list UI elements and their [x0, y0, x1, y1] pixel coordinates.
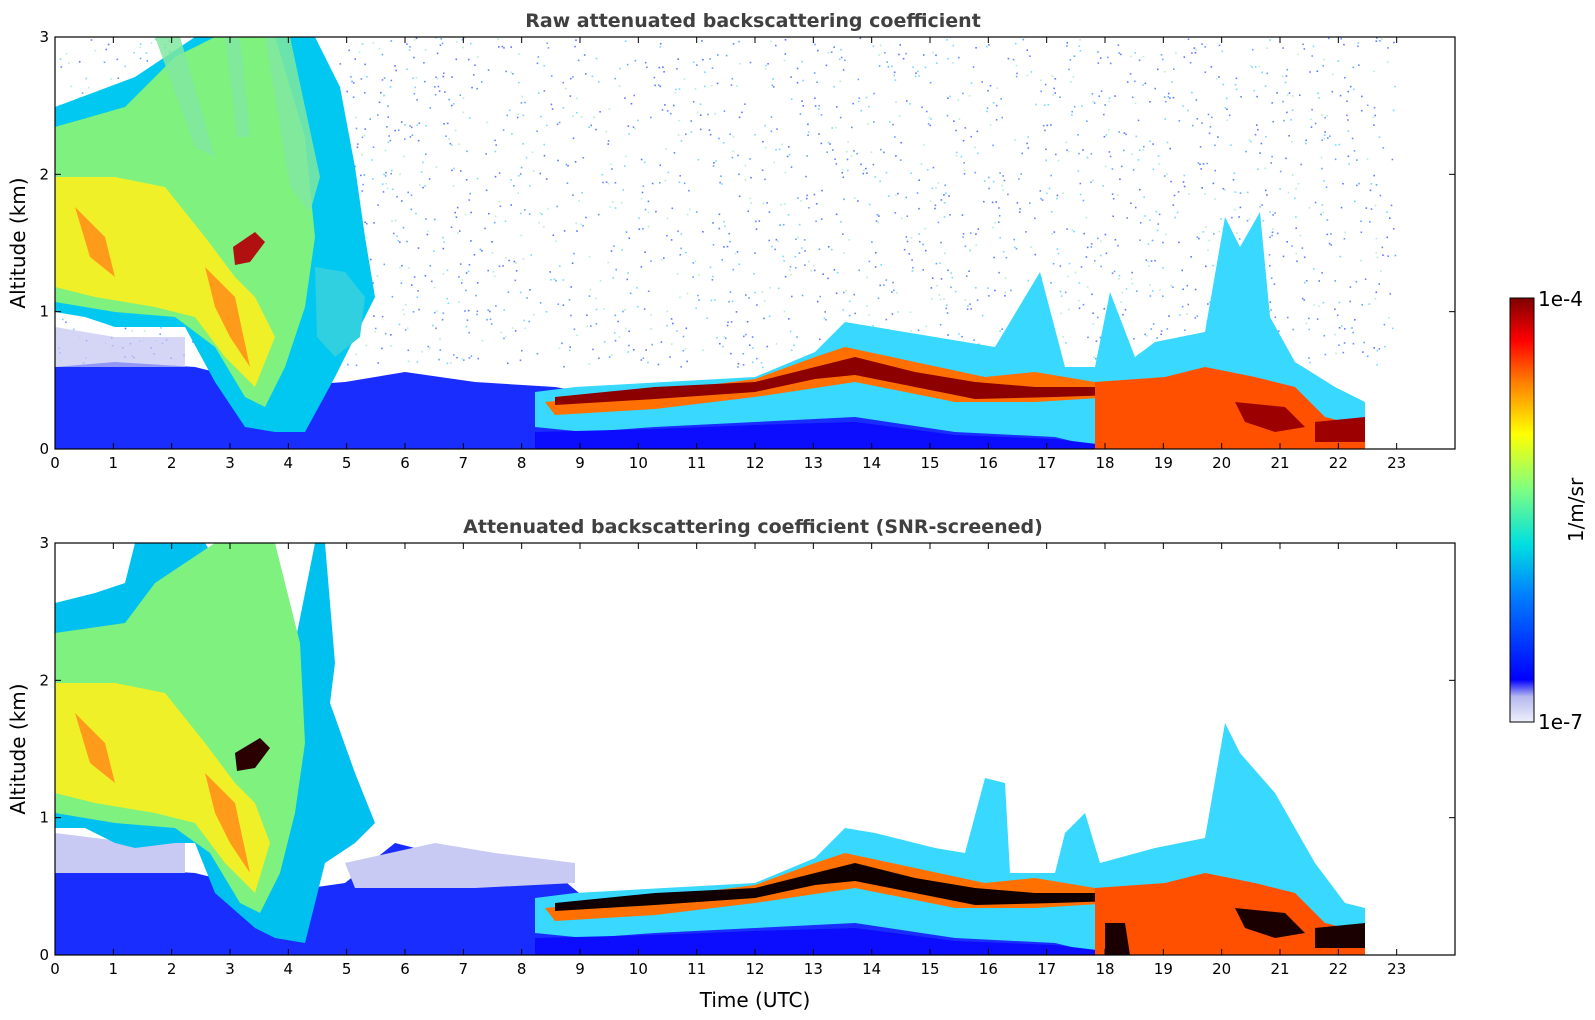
- raw-plume-upper-streaks: [155, 37, 320, 212]
- p1-x-tick-label: 12: [745, 454, 764, 472]
- p1-y-tick-label: 3: [39, 28, 49, 46]
- raw-aerosol-plume-yellow: [55, 177, 275, 387]
- colorbar-min-label: 1e-7: [1538, 710, 1583, 734]
- p2-x-tick-label: 2: [167, 960, 177, 978]
- p2-x-tick-label: 12: [745, 960, 764, 978]
- p1-y-tick-label: 0: [39, 440, 49, 458]
- p1-x-tick-label: 16: [979, 454, 998, 472]
- p1-x-tick-label: 1: [109, 454, 119, 472]
- panel-screened-xlabel: Time (UTC): [699, 988, 811, 1012]
- panel-screened-plot-area: [54, 542, 1456, 956]
- panel-raw: Raw attenuated backscattering coefficien…: [6, 10, 1456, 472]
- p2-x-tick-label: 7: [459, 960, 469, 978]
- p1-x-tick-label: 7: [459, 454, 469, 472]
- p2-x-tick-label: 6: [400, 960, 410, 978]
- p2-y-tick-label: 3: [39, 534, 49, 552]
- p2-y-tick-label: 2: [39, 671, 49, 689]
- raw-plume-right-blob: [315, 267, 365, 357]
- colorbar-max-label: 1e-4: [1538, 287, 1583, 311]
- colorbar: 1e-4 1e-7 1/m/sr: [1509, 287, 1588, 734]
- p1-x-tick-label: 0: [50, 454, 60, 472]
- screened-aerosol-plume-yellow: [55, 683, 270, 893]
- colorbar-label: 1/m/sr: [1564, 477, 1588, 542]
- p2-x-tick-label: 20: [1212, 960, 1231, 978]
- p2-x-tick-label: 15: [920, 960, 939, 978]
- p2-x-tick-label: 14: [862, 960, 881, 978]
- screened-boundary-layer-top: [535, 928, 1105, 955]
- p1-x-tick-label: 6: [400, 454, 410, 472]
- screened-lavender-low-snr: [55, 833, 575, 888]
- p2-x-tick-label: 19: [1154, 960, 1173, 978]
- screened-elevated-dark-feature: [235, 738, 270, 771]
- raw-low-noise-lavender: [55, 327, 185, 367]
- p2-x-tick-label: 3: [225, 960, 235, 978]
- screened-aerosol-plume-orange: [75, 713, 250, 873]
- p1-x-tick-label: 22: [1329, 454, 1348, 472]
- p1-x-tick-label: 14: [862, 454, 881, 472]
- p1-x-tick-label: 17: [1037, 454, 1056, 472]
- p2-x-tick-label: 17: [1037, 960, 1056, 978]
- panel-screened-title: Attenuated backscattering coefficient (S…: [463, 516, 1043, 538]
- panel-screened-ylabel: Altitude (km): [6, 683, 30, 814]
- p1-x-tick-label: 3: [225, 454, 235, 472]
- p1-y-tick-label: 1: [39, 303, 49, 321]
- p1-x-tick-label: 23: [1387, 454, 1406, 472]
- p2-x-tick-label: 5: [342, 960, 352, 978]
- raw-late-day-dark-core: [1235, 402, 1365, 442]
- p2-x-tick-label: 13: [804, 960, 823, 978]
- p2-x-tick-label: 11: [687, 960, 706, 978]
- raw-elevated-red-feature: [233, 232, 265, 265]
- panel-raw-title: Raw attenuated backscattering coefficien…: [525, 10, 981, 32]
- screened-elevated-layer-core: [555, 863, 1115, 911]
- p1-x-tick-label: 18: [1095, 454, 1114, 472]
- colorbar-ramp: [1509, 297, 1535, 723]
- p1-x-tick-label: 9: [575, 454, 585, 472]
- p1-x-tick-label: 19: [1154, 454, 1173, 472]
- panel-raw-heatmap: [55, 37, 1397, 449]
- p1-x-tick-label: 21: [1270, 454, 1289, 472]
- p2-y-tick-label: 1: [39, 809, 49, 827]
- raw-boundary-layer-top: [535, 422, 1105, 449]
- p2-x-tick-label: 18: [1095, 960, 1114, 978]
- p1-x-tick-label: 13: [804, 454, 823, 472]
- raw-elevated-layer-core: [555, 357, 1115, 405]
- panel-screened: Attenuated backscattering coefficient (S…: [6, 516, 1456, 1012]
- raw-aerosol-plume-orange: [75, 207, 250, 367]
- screened-late-day-red-layer: [1095, 873, 1365, 955]
- p2-x-tick-label: 16: [979, 960, 998, 978]
- p1-y-tick-label: 2: [39, 165, 49, 183]
- p1-x-tick-label: 11: [687, 454, 706, 472]
- p1-x-tick-label: 2: [167, 454, 177, 472]
- panel-raw-axes: 0 1 2 3 4 5 6 7 8 9 10 11 12 13 14 15 16 17 18 19 20 21 22 2301…: [39, 28, 1455, 472]
- p1-x-tick-label: 10: [629, 454, 648, 472]
- p2-y-tick-label: 0: [39, 946, 49, 964]
- raw-late-day-red-layer: [1095, 367, 1365, 449]
- panel-screened-heatmap: [55, 543, 1365, 955]
- panel-raw-ylabel: Altitude (km): [6, 177, 30, 308]
- p1-x-tick-label: 15: [920, 454, 939, 472]
- p1-x-tick-label: 5: [342, 454, 352, 472]
- p2-x-tick-label: 1: [109, 960, 119, 978]
- p2-x-tick-label: 8: [517, 960, 527, 978]
- panel-screened-axes: 0 1 2 3 4 5 6 7 8 9 10 11 12 13 14 15 16 17 18 19 20 21 22 2301…: [39, 534, 1455, 978]
- p2-x-tick-label: 4: [284, 960, 294, 978]
- panel-raw-plot-area: [54, 36, 1456, 450]
- p2-x-tick-label: 9: [575, 960, 585, 978]
- p2-x-tick-label: 23: [1387, 960, 1406, 978]
- p1-x-tick-label: 8: [517, 454, 527, 472]
- p2-x-tick-label: 21: [1270, 960, 1289, 978]
- p1-x-tick-label: 4: [284, 454, 294, 472]
- p1-x-tick-label: 20: [1212, 454, 1231, 472]
- p2-x-tick-label: 0: [50, 960, 60, 978]
- p2-x-tick-label: 10: [629, 960, 648, 978]
- p2-x-tick-label: 22: [1329, 960, 1348, 978]
